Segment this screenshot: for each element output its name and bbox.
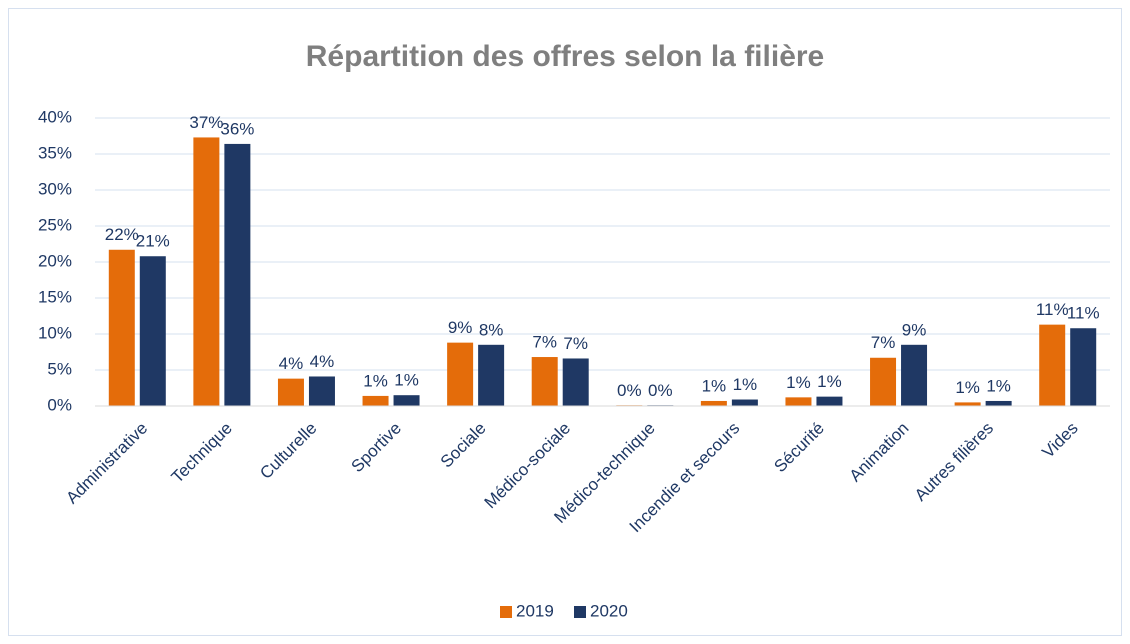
bar bbox=[362, 395, 389, 406]
value-label: 7% bbox=[532, 333, 557, 352]
value-label: 7% bbox=[871, 333, 896, 352]
value-label: 1% bbox=[955, 378, 980, 397]
legend-swatch bbox=[500, 606, 512, 618]
bar bbox=[562, 358, 589, 406]
chart-frame bbox=[8, 8, 1122, 636]
value-label: 11% bbox=[1036, 300, 1069, 319]
bar bbox=[393, 395, 420, 406]
value-label: 0% bbox=[648, 381, 673, 400]
y-tick-label: 10% bbox=[38, 323, 72, 342]
bar bbox=[985, 400, 1012, 406]
y-tick-label: 0% bbox=[47, 395, 72, 414]
y-tick-label: 25% bbox=[38, 215, 72, 234]
y-tick-label: 30% bbox=[38, 179, 72, 198]
value-label: 9% bbox=[902, 320, 927, 339]
y-tick-label: 20% bbox=[38, 251, 72, 270]
value-label: 37% bbox=[189, 113, 223, 132]
value-label: 4% bbox=[279, 354, 304, 373]
bar bbox=[1070, 328, 1097, 406]
y-tick-label: 15% bbox=[38, 287, 72, 306]
bar bbox=[1039, 324, 1066, 406]
value-label: 8% bbox=[479, 320, 504, 339]
bar bbox=[224, 143, 251, 407]
value-label: 1% bbox=[394, 371, 419, 390]
y-tick-label: 5% bbox=[47, 359, 72, 378]
value-label: 9% bbox=[448, 318, 473, 337]
legend-label: 2019 bbox=[516, 601, 554, 620]
value-label: 1% bbox=[702, 376, 727, 395]
value-label: 1% bbox=[733, 375, 758, 394]
value-label: 21% bbox=[136, 232, 170, 251]
bar bbox=[870, 357, 897, 406]
value-label: 1% bbox=[986, 376, 1011, 395]
bar bbox=[531, 357, 558, 406]
bar bbox=[308, 376, 335, 406]
value-label: 0% bbox=[617, 381, 642, 400]
y-tick-label: 40% bbox=[38, 107, 72, 126]
bar bbox=[954, 402, 981, 406]
bar bbox=[447, 342, 474, 406]
value-label: 1% bbox=[786, 373, 811, 392]
bar bbox=[139, 256, 166, 406]
bar bbox=[478, 344, 505, 406]
bar bbox=[193, 137, 220, 406]
bar bbox=[816, 396, 843, 406]
bar bbox=[731, 399, 758, 406]
bar bbox=[700, 400, 727, 406]
legend-swatch bbox=[574, 606, 586, 618]
value-label: 7% bbox=[563, 334, 588, 353]
value-label: 1% bbox=[363, 371, 388, 390]
value-label: 4% bbox=[310, 352, 335, 371]
bar bbox=[901, 344, 928, 406]
bar bbox=[277, 378, 304, 406]
value-label: 36% bbox=[220, 119, 254, 138]
value-label: 11% bbox=[1067, 304, 1100, 323]
bar bbox=[785, 397, 812, 406]
bar bbox=[108, 249, 135, 406]
value-label: 1% bbox=[817, 372, 842, 391]
value-label: 22% bbox=[105, 225, 139, 244]
y-tick-label: 35% bbox=[38, 143, 72, 162]
legend-label: 2020 bbox=[590, 601, 628, 620]
chart-title: Répartition des offres selon la filière bbox=[306, 40, 824, 73]
